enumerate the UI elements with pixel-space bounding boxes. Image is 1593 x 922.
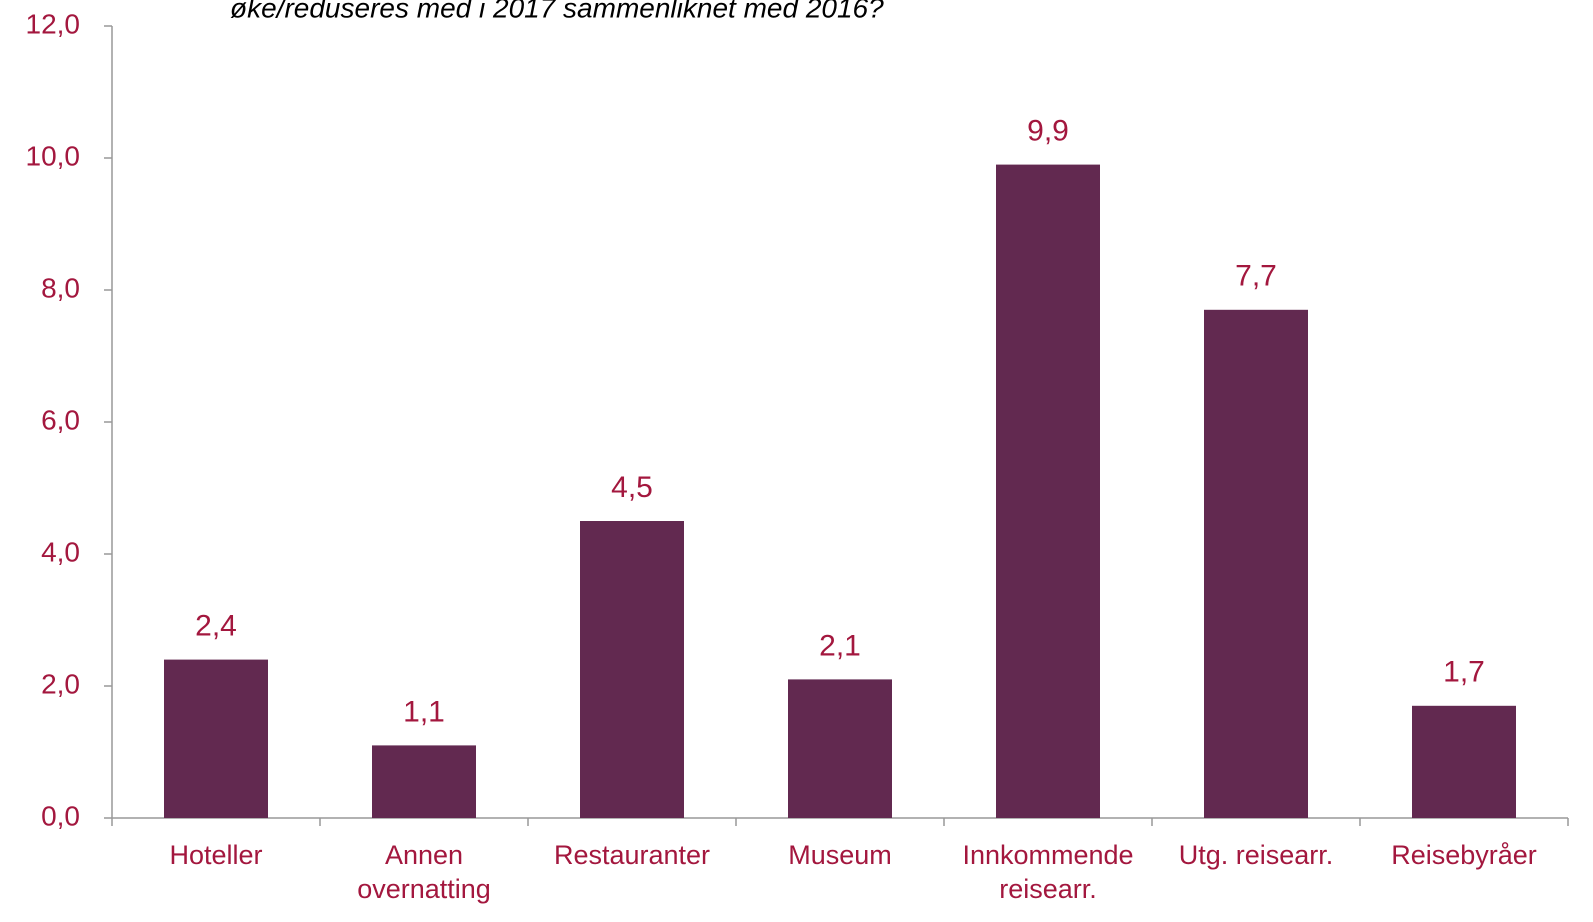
- bar: [1204, 309, 1308, 818]
- y-tick-label: 6,0: [41, 404, 80, 435]
- x-tick-label: Innkommende reisearr.: [962, 840, 1134, 904]
- data-label: 1,7: [1443, 656, 1485, 689]
- data-label: 2,4: [195, 610, 237, 643]
- y-tick-label: 8,0: [41, 272, 80, 303]
- data-label: 7,7: [1235, 260, 1277, 293]
- y-tick-label: 10,0: [26, 140, 81, 171]
- y-tick-label: 0,0: [41, 800, 80, 831]
- data-label: 2,1: [819, 629, 861, 662]
- data-label: 9,9: [1027, 115, 1069, 148]
- bar: [580, 521, 684, 818]
- x-tick-label: Utg. reisearr.: [1178, 840, 1334, 870]
- bar: [996, 164, 1100, 819]
- chart-title: øke/reduseres med i 2017 sammenliknet me…: [230, 0, 884, 23]
- y-tick-label: 4,0: [41, 536, 80, 567]
- data-label: 1,1: [403, 695, 445, 728]
- y-tick-label: 12,0: [26, 8, 81, 39]
- bar: [164, 659, 268, 818]
- x-tick-label: Hoteller: [169, 840, 263, 870]
- bar: [1412, 705, 1516, 818]
- bar: [372, 745, 476, 818]
- x-tick-label: Restauranter: [553, 840, 711, 870]
- y-tick-label: 2,0: [41, 668, 80, 699]
- x-tick-label: Annen overnatting: [357, 840, 491, 904]
- bar: [788, 679, 892, 818]
- data-label: 4,5: [611, 471, 653, 504]
- x-tick-label: Museum: [788, 840, 892, 870]
- x-tick-label: Reisebyråer: [1391, 840, 1537, 870]
